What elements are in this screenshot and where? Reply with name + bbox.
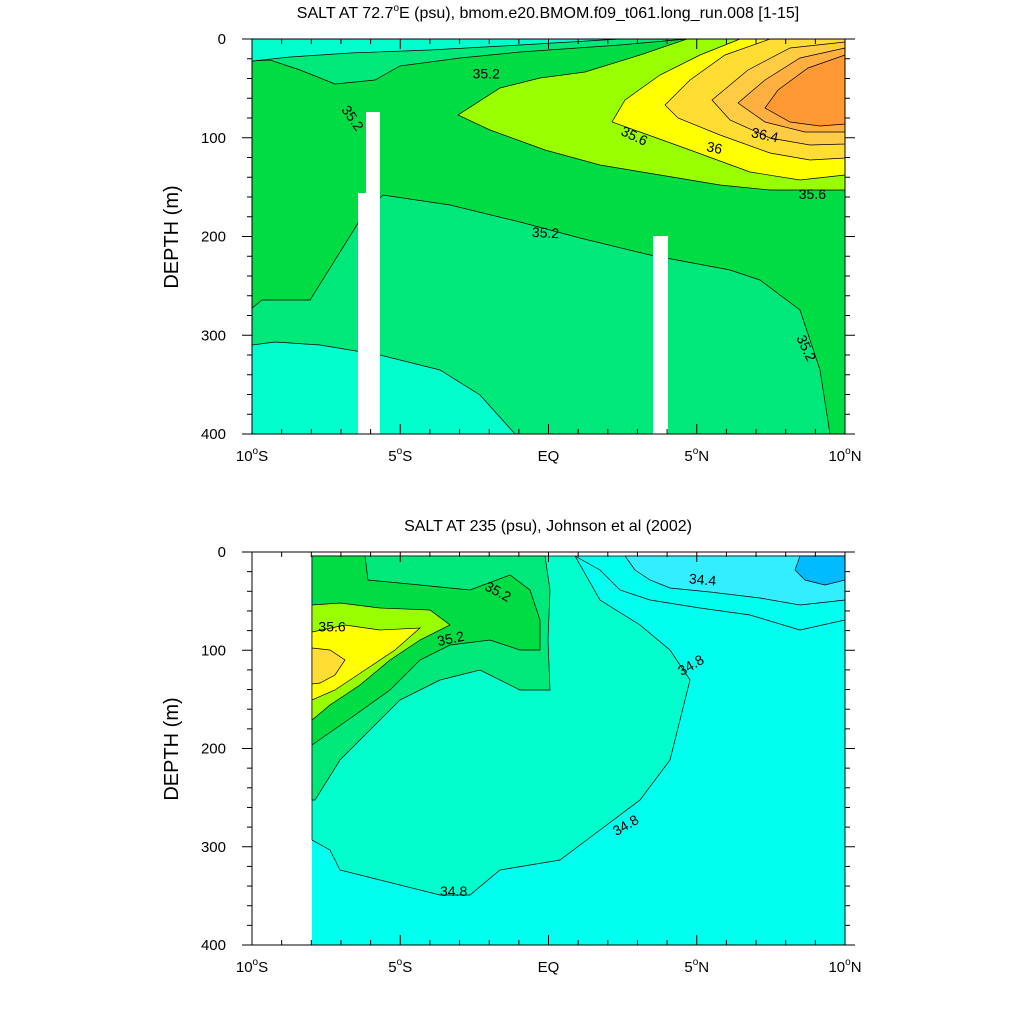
- land-mask: [653, 236, 668, 434]
- y-axis-label: DEPTH (m): [161, 185, 183, 288]
- y-tick-label: 100: [201, 642, 226, 659]
- x-tick-label: 10oN: [828, 446, 861, 465]
- y-tick-label: 200: [201, 741, 226, 758]
- band-36-4: [764, 54, 846, 127]
- panel-title: SALT AT 235 (psu), Johnson et al (2002): [404, 518, 692, 535]
- contour-label: 36: [705, 138, 724, 157]
- y-tick-label: 100: [201, 130, 226, 147]
- land-mask: [366, 112, 380, 434]
- contour-label: 35.2: [473, 66, 500, 82]
- band-34-8-surface: [251, 38, 621, 62]
- x-tick-label: 5oN: [684, 957, 709, 976]
- model-salinity-panel: SALT AT 72.7oE (psu), bmom.e20.BMOM.f09_…: [161, 3, 862, 465]
- contour-fills: [251, 38, 846, 435]
- contour-label: 34.8: [440, 883, 467, 899]
- x-tick-label: 10oN: [828, 957, 861, 976]
- panel-title: SALT AT 72.7oE (psu), bmom.e20.BMOM.f09_…: [297, 3, 799, 22]
- contour-fills: [311, 555, 846, 945]
- y-tick-label: 300: [201, 839, 226, 856]
- x-tick-label: 10oS: [236, 446, 268, 465]
- axis-ticks: 10oS 5oS EQ 5oN 10oN 0 100 200 300 400: [201, 31, 862, 465]
- x-tick-label: 10oS: [236, 957, 268, 976]
- land-mask: [358, 193, 368, 434]
- band-35-6: [311, 624, 421, 701]
- axis-ticks: 10oS 5oS EQ 5oN 10oN 0 100 200 300 400: [201, 544, 862, 976]
- contour-label: 35.6: [318, 619, 345, 635]
- contour-label: 34.4: [688, 570, 717, 588]
- y-axis-label: DEPTH (m): [161, 697, 183, 800]
- contour-label: 35.2: [532, 224, 560, 241]
- x-tick-label: 5oS: [388, 957, 412, 976]
- contour-label: 35.2: [436, 628, 466, 649]
- x-tick-label: 5oN: [684, 446, 709, 465]
- observed-salinity-panel: SALT AT 235 (psu), Johnson et al (2002) …: [161, 518, 862, 976]
- x-tick-label: 5oS: [388, 446, 412, 465]
- y-tick-label: 400: [201, 937, 226, 954]
- contour-label: 36.4: [750, 124, 780, 145]
- y-tick-label: 0: [218, 31, 226, 48]
- x-tick-label: EQ: [538, 448, 560, 465]
- band-35-2: [311, 555, 541, 746]
- y-tick-label: 200: [201, 229, 226, 246]
- band-35-8: [311, 647, 346, 685]
- y-tick-label: 400: [201, 426, 226, 443]
- y-tick-label: 300: [201, 327, 226, 344]
- contour-label: 35.6: [799, 186, 826, 202]
- y-tick-label: 0: [218, 544, 226, 561]
- x-tick-label: EQ: [538, 959, 560, 976]
